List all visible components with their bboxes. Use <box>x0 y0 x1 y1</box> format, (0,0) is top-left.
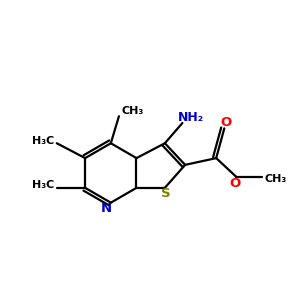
Text: O: O <box>220 116 231 129</box>
Text: NH₂: NH₂ <box>178 110 204 124</box>
Text: O: O <box>230 177 241 190</box>
Text: H₃C: H₃C <box>32 136 54 146</box>
Text: CH₃: CH₃ <box>265 174 287 184</box>
Text: CH₃: CH₃ <box>122 106 144 116</box>
Text: H₃C: H₃C <box>32 180 54 190</box>
Text: N: N <box>100 202 112 214</box>
Text: S: S <box>160 187 170 200</box>
